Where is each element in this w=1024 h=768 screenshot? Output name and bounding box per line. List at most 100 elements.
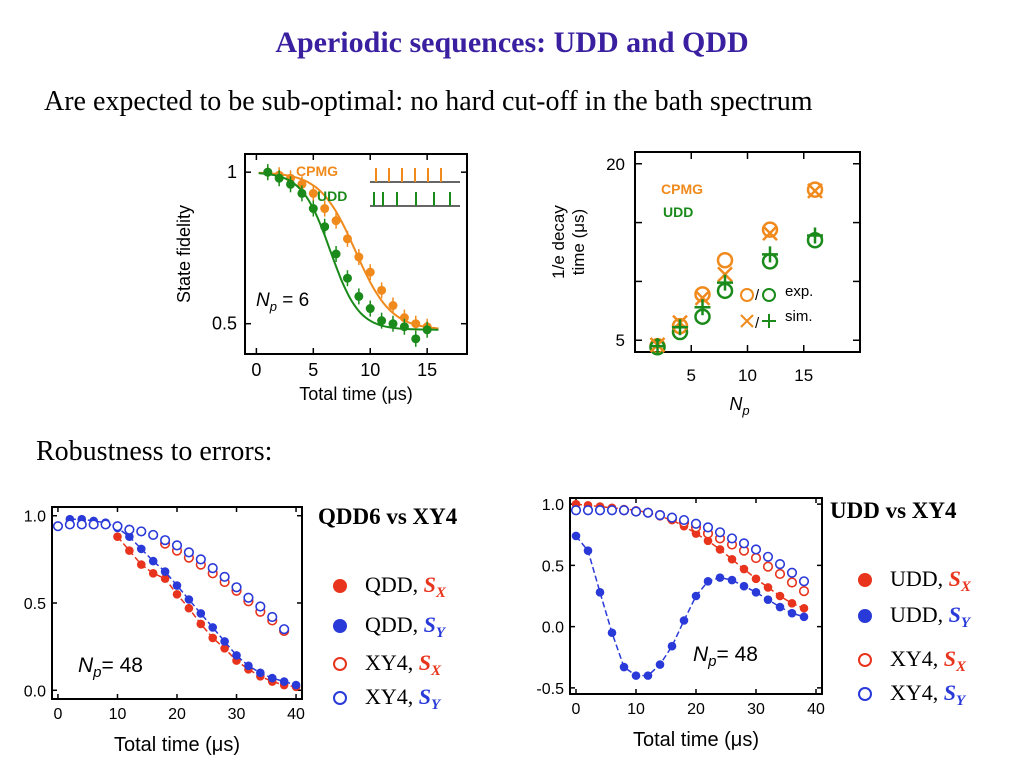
legend-marker-circle bbox=[740, 288, 754, 302]
x-axis-label: Total time (μs) bbox=[114, 734, 240, 756]
data-point-udd bbox=[274, 173, 284, 183]
data-point-filled bbox=[196, 619, 206, 629]
data-point-cpmg bbox=[388, 301, 398, 311]
legend-marker-circle bbox=[762, 288, 776, 302]
x-axis-label: Total time (μs) bbox=[299, 384, 412, 404]
data-point-plus bbox=[694, 299, 711, 316]
data-point-filled bbox=[256, 668, 265, 678]
data-point-open bbox=[714, 527, 726, 538]
open-circle-marker bbox=[858, 653, 872, 667]
data-point-udd bbox=[263, 167, 273, 177]
data-point-open bbox=[279, 624, 290, 635]
data-point-filled bbox=[595, 588, 605, 597]
data-point-open bbox=[774, 559, 786, 570]
data-point-cpmg bbox=[342, 234, 352, 244]
data-point-filled bbox=[160, 567, 170, 576]
x-tick-label: 30 bbox=[228, 706, 246, 723]
data-point-filled bbox=[208, 623, 218, 632]
data-point-filled bbox=[172, 581, 182, 590]
data-point-open bbox=[76, 519, 87, 530]
data-point-open bbox=[207, 562, 218, 574]
data-point-open bbox=[231, 582, 242, 593]
data-point-cross bbox=[694, 289, 711, 306]
legend-slash: / bbox=[755, 315, 760, 332]
data-point-filled bbox=[727, 554, 737, 564]
udd-chart-title: UDD vs XY4 bbox=[830, 498, 957, 523]
data-point-udd bbox=[297, 188, 307, 198]
data-point-filled bbox=[799, 603, 809, 613]
fidelity-chart: 0 5 10 15 1 0.5 Total time (μs) State fidelity C… bbox=[174, 153, 468, 404]
x-tick-label: 10 bbox=[627, 701, 645, 718]
data-point-filled bbox=[160, 574, 170, 583]
data-point-filled bbox=[799, 612, 809, 622]
data-point-open bbox=[618, 505, 630, 516]
data-point-filled bbox=[667, 641, 677, 651]
data-point-filled bbox=[703, 536, 713, 546]
data-point-open bbox=[738, 538, 750, 549]
data-point-open bbox=[762, 561, 774, 572]
data-point-open bbox=[112, 521, 123, 532]
x-tick-label: 5 bbox=[687, 366, 696, 385]
data-point-open bbox=[630, 506, 642, 517]
legend-label: UDD, bbox=[890, 566, 949, 591]
data-point-open bbox=[255, 601, 266, 612]
data-point-cpmg bbox=[308, 188, 318, 198]
data-point-udd bbox=[422, 325, 432, 335]
data-point-udd bbox=[342, 273, 352, 283]
data-point-open bbox=[195, 554, 206, 565]
legend-label-udd: UDD bbox=[663, 204, 693, 220]
x-tick-label: 20 bbox=[687, 701, 705, 718]
x-tick-label: 40 bbox=[287, 706, 305, 723]
y-tick-label: 0.5 bbox=[212, 314, 237, 334]
legend-label: QDD, bbox=[365, 572, 424, 597]
data-point-cpmg bbox=[331, 216, 341, 226]
data-point-filled bbox=[184, 595, 194, 604]
data-point-open bbox=[582, 505, 594, 516]
data-point-filled bbox=[125, 532, 134, 541]
data-point-udd bbox=[411, 334, 421, 344]
data-point-filled bbox=[739, 581, 749, 591]
legend-label: UDD, bbox=[890, 602, 949, 627]
legend-label: XY4, bbox=[365, 650, 419, 675]
data-point-filled bbox=[184, 603, 194, 613]
data-point-open bbox=[642, 507, 654, 518]
legend-symbol: SX bbox=[948, 566, 971, 595]
data-point-plus bbox=[762, 246, 778, 263]
qdd-vs-xy4-chart: 0 10 20 30 40 1.0 0.5 0.0 Total time (μs) Np= 48 bbox=[24, 506, 305, 756]
data-point-open bbox=[690, 518, 702, 529]
data-point-open bbox=[750, 544, 762, 555]
legend-label: QDD, bbox=[365, 612, 424, 637]
legend-item: QDD, SX bbox=[333, 572, 446, 602]
data-point-plus bbox=[672, 319, 688, 336]
data-point-open bbox=[594, 505, 606, 516]
data-point-open bbox=[786, 577, 798, 588]
fit-curve-udd bbox=[258, 172, 439, 331]
y-axis-label-line2: time (μs) bbox=[569, 209, 588, 275]
data-point-open bbox=[762, 551, 774, 562]
open-circle-marker bbox=[333, 657, 347, 671]
legend-item: XY4, SY bbox=[333, 684, 440, 714]
data-point-filled bbox=[679, 616, 689, 625]
data-point-filled bbox=[715, 545, 725, 554]
data-point-plus bbox=[717, 274, 733, 291]
legend-symbol: SY bbox=[948, 602, 971, 631]
filled-circle-marker bbox=[858, 573, 872, 587]
legend-item: XY4, SX bbox=[858, 646, 966, 676]
x-tick-label: 30 bbox=[747, 701, 765, 718]
data-point-filled bbox=[607, 628, 617, 638]
data-point-open bbox=[88, 519, 99, 530]
data-point-open bbox=[100, 519, 111, 530]
x-tick-label: 10 bbox=[360, 360, 380, 380]
x-axis-label: Total time (μs) bbox=[633, 729, 759, 751]
legend-symbol: SX bbox=[418, 650, 442, 679]
legend-symbol: SX bbox=[423, 572, 446, 601]
data-point-open bbox=[52, 521, 64, 532]
data-point-cross bbox=[717, 266, 733, 283]
data-point-filled bbox=[715, 573, 725, 582]
filled-circle-marker bbox=[858, 609, 872, 623]
data-point-filled bbox=[148, 569, 158, 578]
data-point-cross bbox=[807, 182, 823, 199]
series-line bbox=[116, 536, 297, 688]
data-point-open bbox=[678, 514, 690, 526]
np-annotation: Np= 48 bbox=[693, 643, 758, 670]
